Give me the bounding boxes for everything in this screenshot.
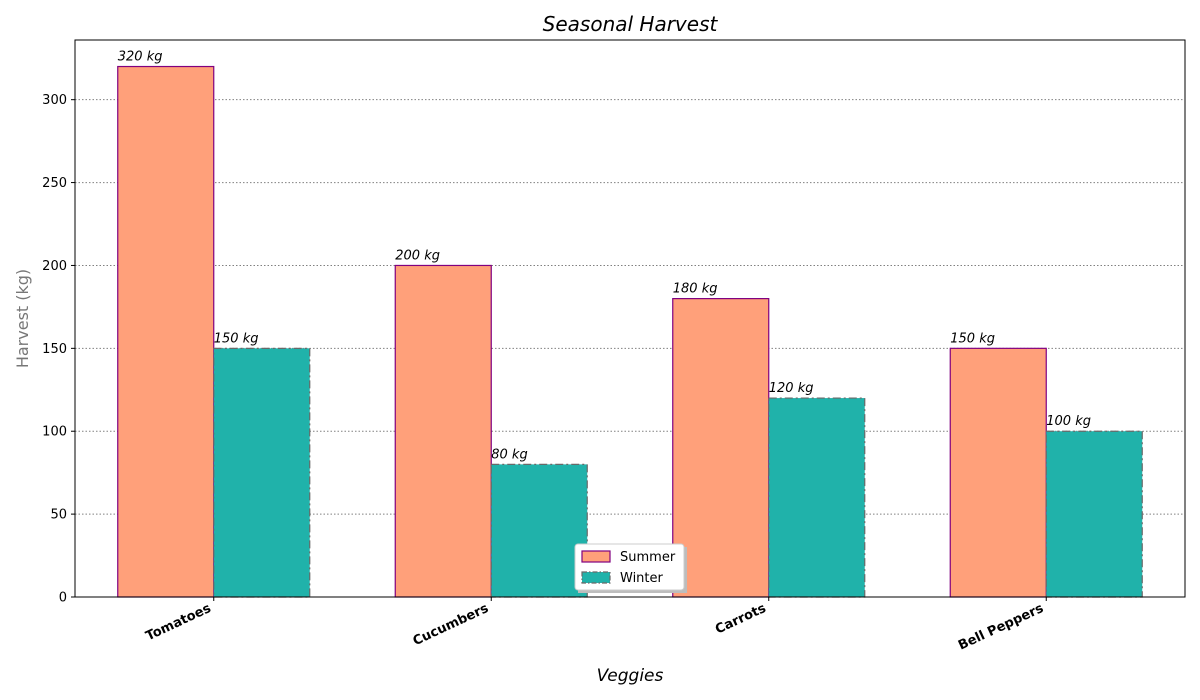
y-tick-label: 300 xyxy=(42,93,67,108)
x-tick-label: Carrots xyxy=(713,601,769,638)
bar-value-label: 150 kg xyxy=(214,331,259,346)
x-axis-label: Veggies xyxy=(597,666,664,686)
bar-winter-cucumbers xyxy=(490,463,588,598)
y-tick-label: 0 xyxy=(59,591,67,606)
bar-value-label: 150 kg xyxy=(950,331,995,346)
bar-value-label: 80 kg xyxy=(491,447,527,462)
legend-label-summer: Summer xyxy=(620,550,676,565)
bar-value-label: 120 kg xyxy=(769,381,814,396)
x-tick-label: Cucumbers xyxy=(411,601,492,649)
bar-summer-cucumbers xyxy=(394,264,492,598)
x-tick-label: Tomatoes xyxy=(144,601,214,644)
bar-winter-tomatoes xyxy=(213,347,311,598)
y-tick-label: 100 xyxy=(42,425,67,440)
bar-value-label: 320 kg xyxy=(118,50,163,65)
bar-winter-bell-peppers xyxy=(1045,430,1143,598)
bar-value-label: 200 kg xyxy=(395,248,440,263)
y-tick-label: 150 xyxy=(42,342,67,357)
y-tick-label: 200 xyxy=(42,259,67,274)
bars-layer xyxy=(117,65,1143,598)
bar-summer-bell-peppers xyxy=(949,347,1047,598)
y-axis-label: Harvest (kg) xyxy=(13,269,32,368)
y-tick-label: 50 xyxy=(50,508,67,523)
bar-summer-tomatoes xyxy=(117,65,215,598)
bar-winter-carrots xyxy=(768,397,866,598)
bar-value-label: 100 kg xyxy=(1046,414,1091,429)
x-tick-label: Bell Peppers xyxy=(956,601,1046,654)
bar-value-label: 180 kg xyxy=(673,282,718,297)
chart-title: Seasonal Harvest xyxy=(543,12,719,36)
y-tick-label: 250 xyxy=(42,176,67,191)
bar-summer-carrots xyxy=(672,298,770,598)
legend-label-winter: Winter xyxy=(620,571,664,586)
plot-frame xyxy=(74,39,1186,598)
bar-value-labels: 320 kg 150 kg 200 kg 80 kg 180 kg 120 kg 150 k… xyxy=(118,50,1091,463)
legend: Summer Winter xyxy=(574,543,687,593)
legend-swatch-winter xyxy=(581,571,611,584)
legend-swatch-summer xyxy=(581,550,611,563)
